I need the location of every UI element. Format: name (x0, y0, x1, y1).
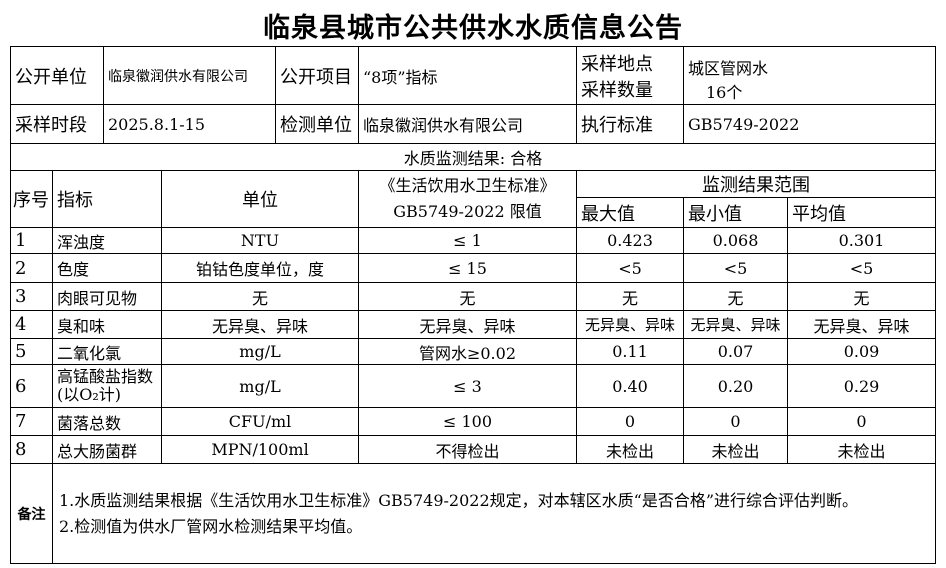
period-label: 采样时段 (10, 104, 104, 144)
table-row: 2 色度 铂钴色度单位，度 ≤ 15 <5 <5 <5 (10, 253, 937, 283)
header-range: 监测结果范围 (575, 170, 937, 198)
header-limit-line1: 《生活饮用水卫生标准》 (379, 176, 556, 195)
row-indicator: 总大肠菌群 (52, 435, 162, 464)
row-min: 0.07 (683, 338, 788, 365)
row-limit: ≤ 100 (358, 407, 577, 436)
row-indicator: 高锰酸盐指数(以O₂计) (52, 364, 162, 408)
table-row: 5 二氧化氯 mg/L 管网水≥0.02 0.11 0.07 0.09 (10, 338, 937, 365)
row-unit: MPN/100ml (161, 435, 359, 464)
row-min: 无 (683, 282, 788, 311)
row-indicator: 色度 (52, 253, 162, 283)
row-max: 无异臭、异味 (576, 310, 684, 339)
row-max: 未检出 (576, 435, 684, 464)
table-row: 6 高锰酸盐指数(以O₂计) mg/L ≤ 3 0.40 0.20 0.29 (10, 364, 937, 408)
site-label: 采样地点 (581, 53, 653, 75)
row-unit: NTU (161, 227, 359, 254)
header-limit-line2: GB5749-2022 限值 (393, 202, 542, 221)
result-summary: 水质监测结果: 合格 (9, 143, 937, 171)
row-unit: 铂钴色度单位，度 (161, 253, 359, 283)
row-limit: 无异臭、异味 (358, 310, 577, 339)
row-min: 0.068 (683, 227, 788, 254)
period-value: 2025.8.1-15 (103, 104, 276, 144)
row-no: 1 (10, 227, 53, 254)
row-indicator: 臭和味 (52, 310, 162, 339)
std-label: 执行标准 (576, 104, 684, 144)
row-no: 6 (10, 364, 53, 408)
header-unit: 单位 (161, 170, 359, 228)
row-indicator: 浑浊度 (52, 227, 162, 254)
water-quality-table: 公开单位 临泉徽润供水有限公司 公开项目 “8项”指标 采样地点采样数量 城区管… (9, 46, 937, 564)
row-max: 0.40 (576, 364, 684, 408)
row-no: 8 (10, 435, 53, 464)
row-avg: 0 (786, 407, 937, 436)
row-avg: 无异臭、异味 (786, 310, 937, 339)
std-value: GB5749-2022 (682, 104, 937, 144)
header-avg: 平均值 (786, 197, 937, 228)
row-limit: 无 (358, 282, 577, 311)
notes-label: 备注 (10, 463, 53, 564)
publisher-value: 临泉徽润供水有限公司 (103, 46, 276, 105)
lab-label: 检测单位 (275, 104, 359, 144)
row-max: 无 (576, 282, 684, 311)
row-avg: 0.09 (786, 338, 937, 365)
note-line-1: 1.水质监测结果根据《生活饮用水卫生标准》GB5749-2022规定，对本辖区水… (59, 490, 859, 510)
note-line-2: 2.检测值为供水厂管网水检测结果平均值。 (59, 516, 363, 536)
row-max: <5 (576, 253, 684, 283)
site-count-value: 城区管网水 16个 (682, 46, 937, 105)
row-no: 3 (10, 282, 53, 311)
row-min: 0 (683, 407, 788, 436)
row-limit: 不得检出 (358, 435, 577, 464)
row-max: 0 (576, 407, 684, 436)
row-avg: 无 (786, 282, 937, 311)
table-row: 4 臭和味 无异臭、异味 无异臭、异味 无异臭、异味 无异臭、异味 无异臭、异味 (10, 310, 937, 339)
row-indicator: 菌落总数 (52, 407, 162, 436)
row-avg: 未检出 (786, 435, 937, 464)
site-count-label: 采样地点 采样数量 (576, 46, 684, 105)
row-unit: mg/L (161, 364, 359, 408)
row-unit: CFU/ml (161, 407, 359, 436)
table-row: 7 菌落总数 CFU/ml ≤ 100 0 0 0 (10, 407, 937, 436)
row-indicator: 二氧化氯 (52, 338, 162, 365)
row-unit: 无异臭、异味 (161, 310, 359, 339)
item-value: “8项”指标 (358, 46, 577, 105)
publisher-label: 公开单位 (10, 46, 104, 105)
row-unit: mg/L (161, 338, 359, 365)
row-no: 4 (10, 310, 53, 339)
item-label: 公开项目 (275, 46, 359, 105)
count-value: 16个 (706, 83, 743, 102)
notes-content: 1.水质监测结果根据《生活饮用水卫生标准》GB5749-2022规定，对本辖区水… (51, 463, 937, 564)
row-indicator: 肉眼可见物 (52, 282, 162, 311)
header-no: 序号 (10, 170, 53, 228)
row-no: 7 (10, 407, 53, 436)
row-min: 0.20 (683, 364, 788, 408)
header-max: 最大值 (576, 197, 684, 228)
lab-value: 临泉徽润供水有限公司 (358, 104, 577, 144)
table-row: 3 肉眼可见物无无无无无 (10, 282, 937, 311)
row-avg: 0.301 (786, 227, 937, 254)
header-min: 最小值 (683, 197, 788, 228)
row-avg: <5 (786, 253, 937, 283)
header-limit: 《生活饮用水卫生标准》 GB5749-2022 限值 (358, 170, 577, 228)
header-indicator: 指标 (52, 170, 162, 228)
row-min: 无异臭、异味 (683, 310, 788, 339)
row-max: 0.423 (576, 227, 684, 254)
row-no: 2 (10, 253, 53, 283)
table-row: 8 总大肠菌群 MPN/100ml 不得检出 未检出 未检出 未检出 (10, 435, 937, 464)
site-value: 城区管网水 (688, 59, 769, 78)
table-row: 1 浑浊度 NTU ≤ 1 0.423 0.068 0.301 (10, 227, 937, 254)
row-no: 5 (10, 338, 53, 365)
row-limit: ≤ 1 (358, 227, 577, 254)
row-min: 未检出 (683, 435, 788, 464)
row-min: <5 (683, 253, 788, 283)
count-label: 采样数量 (581, 79, 653, 101)
row-avg: 0.29 (786, 364, 937, 408)
row-limit: ≤ 15 (358, 253, 577, 283)
row-limit: 管网水≥0.02 (358, 338, 577, 365)
row-limit: ≤ 3 (358, 364, 577, 408)
row-max: 0.11 (576, 338, 684, 365)
page-title: 临泉县城市公共供水水质信息公告 (263, 13, 683, 44)
row-unit: 无 (161, 282, 359, 311)
